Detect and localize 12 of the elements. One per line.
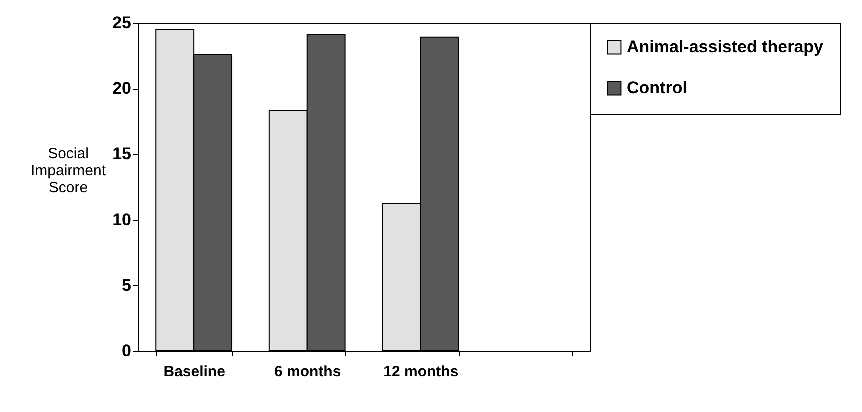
y-tick-label: 20 [112,79,132,98]
legend-label: Control [627,78,688,98]
y-tick-label: 15 [112,144,132,164]
y-tick-label: 5 [122,276,132,295]
y-axis-title: Social Impairment Score [30,146,107,196]
y-tick-label: 0 [122,342,132,360]
x-tick-label: Baseline [164,364,226,380]
y-tick-label: 25 [112,14,132,32]
legend-label: Animal-assisted therapy [627,38,824,56]
x-tick-label: 6 months [274,364,342,380]
y-tick-label: 10 [112,210,132,230]
x-tick-label: 12 months [384,364,459,380]
